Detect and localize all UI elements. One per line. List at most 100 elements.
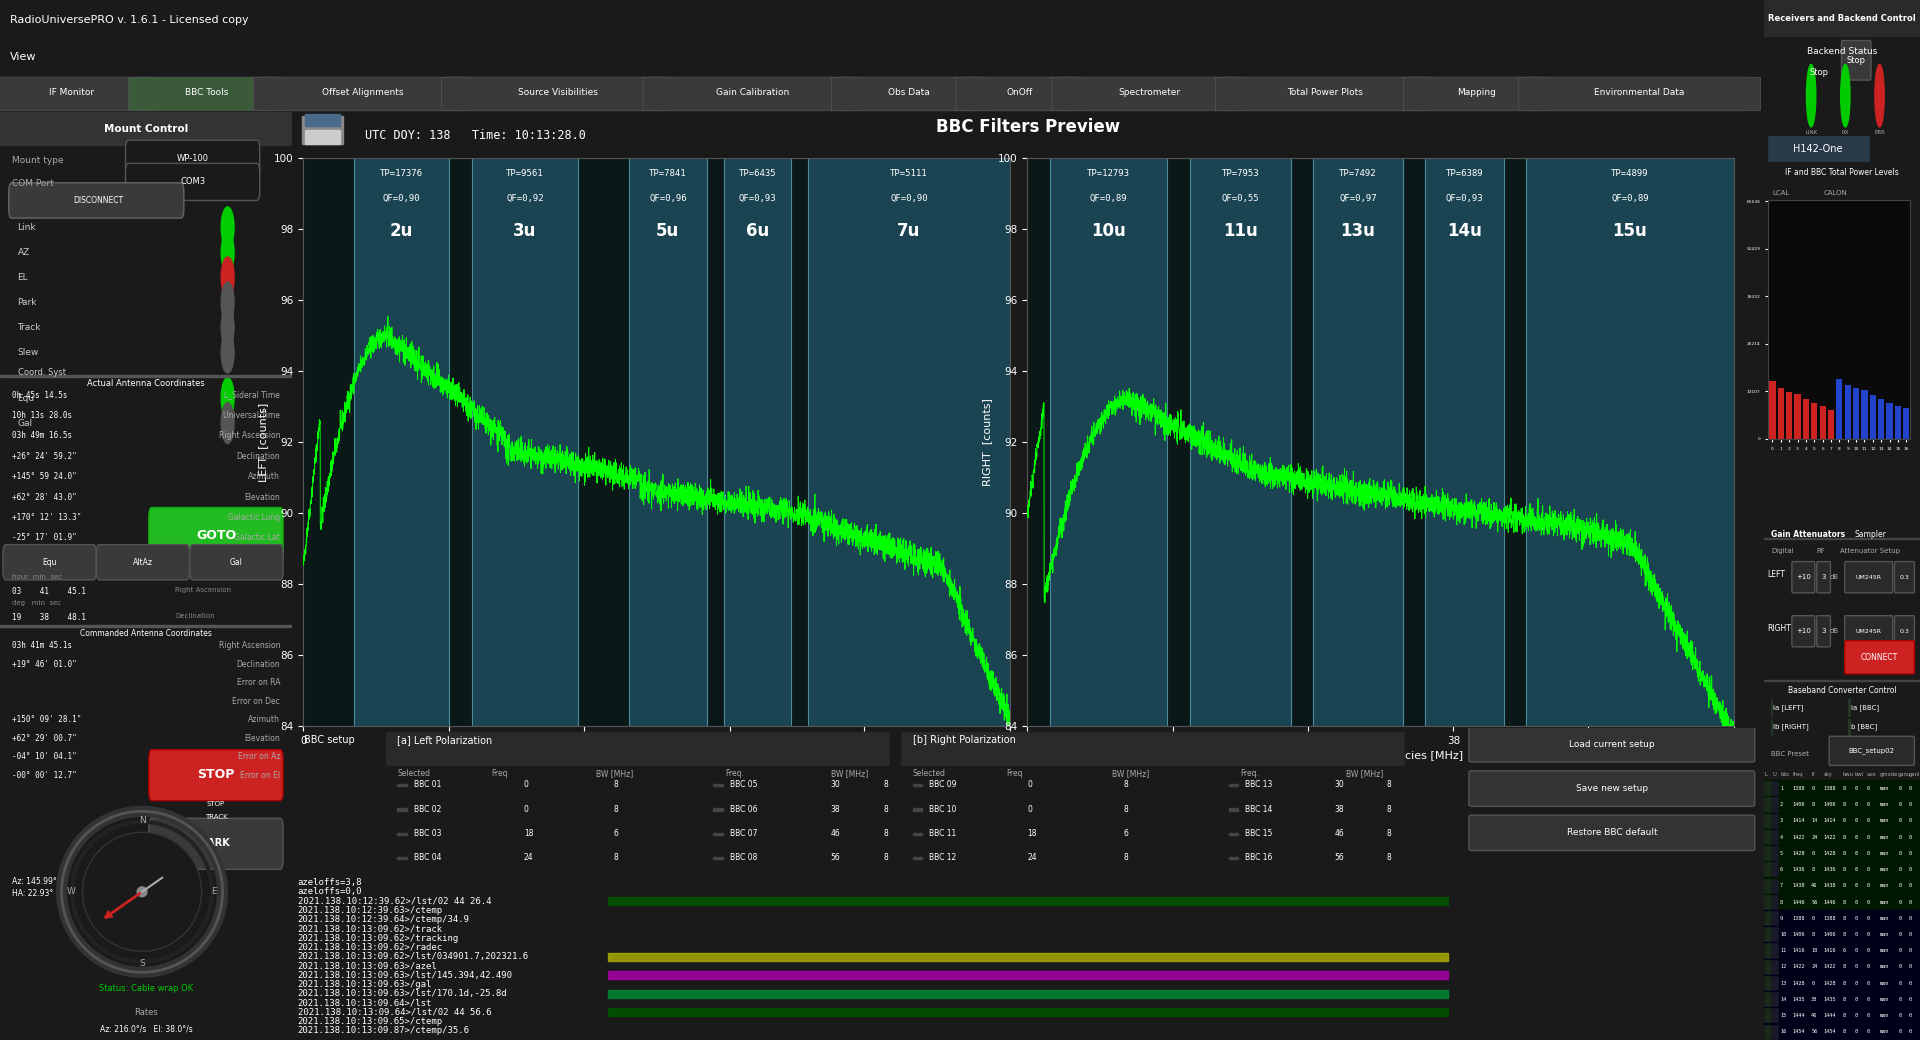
Text: 11u: 11u [1223,222,1258,240]
Text: 46: 46 [1811,1013,1818,1018]
Text: bbc: bbc [1780,773,1789,777]
Text: +10: +10 [1795,628,1811,634]
Text: BBC 16: BBC 16 [1246,854,1273,862]
Bar [1772,960,1778,973]
Text: 8: 8 [1811,802,1814,807]
Bar [0,625,292,627]
Text: 13u: 13u [1340,222,1375,240]
Text: BBC setup: BBC setup [303,735,355,746]
Text: 1436: 1436 [1793,867,1805,873]
Text: GOTO: GOTO [196,529,236,542]
Text: 1438: 1438 [1793,883,1805,888]
Text: man: man [1880,1013,1889,1018]
Text: 18: 18 [1027,829,1037,838]
Text: man: man [1880,867,1889,873]
Text: ganl: ganl [1908,773,1920,777]
FancyBboxPatch shape [125,163,259,201]
Text: 0: 0 [1811,786,1814,791]
Text: ✕: ✕ [1887,14,1899,26]
Bar [1772,928,1778,941]
Text: [a] Left Polarization: [a] Left Polarization [397,735,493,746]
Text: Gal: Gal [230,557,242,567]
Bar [0,112,292,145]
Text: BBC 13: BBC 13 [1246,780,1273,789]
Text: 0: 0 [1866,835,1870,839]
Text: 0h 45s 14.5s: 0h 45s 14.5s [12,391,67,399]
Text: man: man [1880,900,1889,905]
Bar [1764,680,1920,681]
Bar [301,115,344,145]
Text: 2u: 2u [390,222,413,240]
Bar [1860,390,1868,439]
FancyBboxPatch shape [1816,616,1830,647]
Text: Equ: Equ [42,557,58,567]
Text: 2: 2 [1780,802,1784,807]
Text: 0: 0 [1899,981,1901,986]
Bar [1764,1024,1770,1039]
Bar [1229,808,1238,811]
Text: Error on RA: Error on RA [236,678,280,687]
Text: QF=0,96: QF=0,96 [649,193,687,203]
Text: Elevation: Elevation [244,734,280,743]
Text: 56: 56 [1334,854,1344,862]
Text: 8: 8 [883,780,889,789]
Text: BW [MHz]: BW [MHz] [597,770,634,778]
Text: Declination: Declination [236,659,280,669]
Text: 1454: 1454 [1824,1030,1836,1035]
Text: 8: 8 [1843,802,1845,807]
Text: H142-One: H142-One [1793,144,1841,154]
Bar [609,1008,1448,1016]
Text: 16: 16 [1780,1030,1786,1035]
Text: QF=0,89: QF=0,89 [1611,193,1649,203]
Text: 8: 8 [614,854,618,862]
Text: 0: 0 [1899,818,1901,824]
Text: 0: 0 [1866,964,1870,969]
Circle shape [221,232,234,272]
Text: Commanded Antenna Coordinates: Commanded Antenna Coordinates [81,629,211,638]
Text: RadioUniversePRO v. 1.6.1 - Licensed copy: RadioUniversePRO v. 1.6.1 - Licensed cop… [10,15,248,25]
FancyBboxPatch shape [1830,736,1914,765]
Text: 1435: 1435 [1824,997,1836,1002]
Bar [0,374,292,376]
FancyBboxPatch shape [1816,562,1830,593]
Bar [1526,158,1734,726]
Text: 0: 0 [1899,851,1901,856]
Text: 0: 0 [1855,948,1859,954]
Text: 1444: 1444 [1793,1013,1805,1018]
Text: man: man [1880,948,1889,954]
Bar [808,158,1010,726]
FancyBboxPatch shape [0,77,159,111]
Text: 8: 8 [883,829,889,838]
Bar [1895,407,1901,439]
Text: BBC 11: BBC 11 [929,829,956,838]
Text: 0: 0 [1866,786,1870,791]
Text: 0: 0 [1908,1013,1912,1018]
Bar [1768,136,1868,161]
Text: 56: 56 [1811,1030,1818,1035]
Bar [1870,395,1876,439]
Bar [1764,879,1770,892]
Text: 0: 0 [524,780,528,789]
FancyBboxPatch shape [125,140,259,177]
Text: Attenuator Setup: Attenuator Setup [1839,548,1901,554]
Text: 1388: 1388 [1793,786,1805,791]
Text: 8: 8 [614,805,618,813]
Text: TP=6389: TP=6389 [1446,168,1484,178]
Text: 0: 0 [1908,835,1912,839]
Text: 0: 0 [1908,964,1912,969]
Bar [1845,385,1851,439]
Bar [1772,830,1778,844]
Text: 14u: 14u [1448,222,1482,240]
Text: 2021.138.10:13:09.87>/ctemp/35.6: 2021.138.10:13:09.87>/ctemp/35.6 [298,1026,470,1035]
Text: 0: 0 [1855,900,1859,905]
Text: QF=0,90: QF=0,90 [891,193,927,203]
Text: S: S [140,959,144,967]
Text: Mount Control: Mount Control [104,124,188,134]
Text: 46: 46 [831,829,841,838]
Text: 1422: 1422 [1793,835,1805,839]
Bar [1878,399,1884,439]
FancyBboxPatch shape [1469,727,1755,762]
Text: +150° 09' 28.1": +150° 09' 28.1" [12,716,81,724]
Bar [912,857,922,859]
Text: 0: 0 [1866,981,1870,986]
